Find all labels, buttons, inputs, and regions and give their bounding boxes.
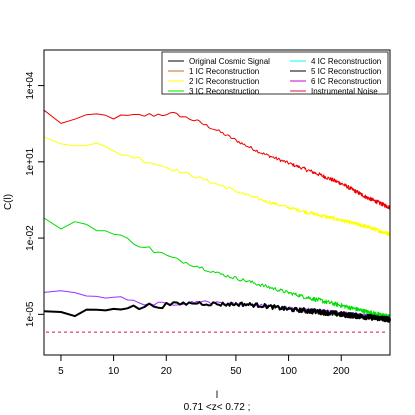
chart-subtitle: 0.71 <z< 0.72 ;	[184, 402, 251, 413]
x-tick-label: 50	[230, 366, 242, 377]
x-tick-label: 10	[108, 366, 120, 377]
plot-frame	[43, 49, 391, 356]
y-tick-label: 1e+04	[25, 71, 36, 100]
legend-entry-label: 5 IC Reconstruction	[311, 67, 381, 76]
legend-entry-label: 1 IC Reconstruction	[189, 67, 259, 76]
series-layer	[43, 109, 391, 323]
series-line-1	[43, 109, 391, 210]
series-line-3	[43, 217, 391, 319]
legend-entry-label: 3 IC Reconstruction	[189, 87, 259, 96]
y-axis-label: C(l)	[3, 194, 14, 210]
legend-box	[161, 51, 389, 95]
x-axis: 5 10 20 50 100 200	[58, 355, 350, 377]
x-axis-label: l	[216, 390, 218, 401]
y-tick-label: 1e-02	[25, 225, 36, 251]
legend-entry-label: Original Cosmic Signal	[189, 57, 270, 66]
y-tick-label: 1e+01	[25, 147, 36, 176]
legend-entry-label: 6 IC Reconstruction	[311, 77, 381, 86]
x-tick-label: 20	[161, 366, 173, 377]
legend-entry-label: 2 IC Reconstruction	[189, 77, 259, 86]
y-axis: 1e-05 1e-02 1e+01 1e+04	[25, 71, 44, 327]
series-line-5	[43, 301, 391, 323]
x-tick-label: 200	[333, 366, 350, 377]
x-tick-label: 5	[58, 366, 64, 377]
series-line-2	[43, 136, 391, 237]
x-tick-label: 100	[280, 366, 297, 377]
legend-entry-label: Instrumental Noise	[311, 87, 378, 96]
legend-entry-label: 4 IC Reconstruction	[311, 57, 381, 66]
y-tick-label: 1e-05	[25, 301, 36, 327]
